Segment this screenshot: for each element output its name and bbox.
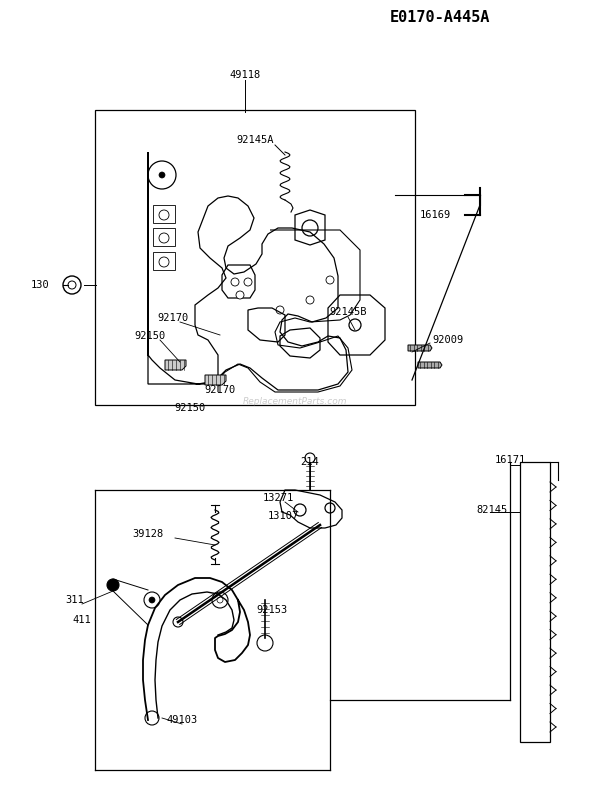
Text: 13107: 13107 <box>267 511 299 521</box>
Circle shape <box>305 453 315 463</box>
Text: 16169: 16169 <box>419 210 451 220</box>
Text: 92145A: 92145A <box>236 135 274 145</box>
Text: 214: 214 <box>301 457 319 467</box>
Circle shape <box>159 257 169 267</box>
Circle shape <box>244 278 252 286</box>
Circle shape <box>145 711 159 725</box>
Text: 92153: 92153 <box>257 605 288 615</box>
Circle shape <box>212 592 228 608</box>
Polygon shape <box>205 375 226 385</box>
Text: 92170: 92170 <box>158 313 189 323</box>
Circle shape <box>217 597 223 603</box>
Polygon shape <box>408 345 432 351</box>
Text: 92150: 92150 <box>175 403 206 413</box>
Circle shape <box>173 617 183 627</box>
Circle shape <box>231 278 239 286</box>
Circle shape <box>159 172 165 178</box>
Circle shape <box>144 592 160 608</box>
Circle shape <box>68 281 76 289</box>
Circle shape <box>159 233 169 243</box>
Bar <box>153 252 175 270</box>
Bar <box>153 205 175 223</box>
Text: 311: 311 <box>65 595 84 605</box>
Bar <box>153 228 175 246</box>
Text: 92170: 92170 <box>204 385 235 395</box>
Polygon shape <box>165 360 186 370</box>
Text: 92145B: 92145B <box>329 307 367 317</box>
Text: 49118: 49118 <box>230 70 261 80</box>
Text: 49103: 49103 <box>166 715 198 725</box>
Text: 13271: 13271 <box>263 493 294 503</box>
Circle shape <box>149 597 155 603</box>
Text: 16171: 16171 <box>494 455 526 465</box>
Bar <box>520 462 550 742</box>
Circle shape <box>159 210 169 220</box>
Polygon shape <box>418 362 442 368</box>
Circle shape <box>236 291 244 299</box>
Circle shape <box>306 296 314 304</box>
Text: 92150: 92150 <box>135 331 166 341</box>
Circle shape <box>257 635 273 651</box>
Text: E0170-A445A: E0170-A445A <box>389 10 490 26</box>
Text: 92009: 92009 <box>432 335 464 345</box>
Circle shape <box>63 276 81 294</box>
Text: 130: 130 <box>31 280 50 290</box>
Bar <box>95 110 415 405</box>
Circle shape <box>276 306 284 314</box>
Text: 411: 411 <box>73 615 91 625</box>
Circle shape <box>107 579 119 591</box>
Text: ReplacementParts.com: ReplacementParts.com <box>242 398 348 407</box>
Text: 39128: 39128 <box>132 529 163 539</box>
Circle shape <box>326 276 334 284</box>
Text: 82145: 82145 <box>476 505 507 515</box>
